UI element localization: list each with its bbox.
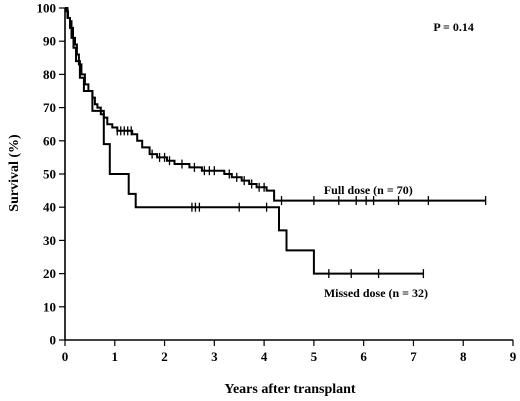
x-tick-label: 6 — [360, 349, 367, 364]
y-tick-label: 60 — [43, 133, 56, 148]
x-tick-label: 7 — [410, 349, 417, 364]
y-tick-label: 0 — [50, 333, 57, 348]
series-line-missed-dose — [65, 7, 424, 275]
x-tick-label: 9 — [510, 349, 517, 364]
x-tick-label: 4 — [261, 349, 268, 364]
missed-dose-label: Missed dose (n = 32) — [324, 286, 428, 300]
y-tick-label: 20 — [43, 266, 56, 281]
x-axis-title: Years after transplant — [224, 382, 356, 397]
y-tick-label: 10 — [43, 299, 56, 314]
y-tick-label: 40 — [43, 200, 56, 215]
full-dose-label: Full dose (n = 70) — [324, 183, 413, 197]
y-axis-title: Survival (%) — [7, 134, 22, 212]
plot-area: 0 10 20 30 40 50 60 70 80 90 100 0 1 2 3 4 5 6 7 8 9 P = 0.14… — [37, 1, 517, 365]
y-tick-label: 30 — [43, 233, 56, 248]
y-tick-label: 100 — [37, 1, 57, 16]
y-tick-label: 70 — [43, 100, 56, 115]
x-tick-label: 1 — [112, 349, 119, 364]
y-tick-label: 80 — [43, 67, 56, 82]
p-value-annotation: P = 0.14 — [433, 20, 474, 34]
x-tick-label: 2 — [161, 349, 168, 364]
y-tick-label: 50 — [43, 167, 56, 182]
x-tick-label: 5 — [311, 349, 318, 364]
y-tick-label: 90 — [43, 34, 56, 49]
x-tick-label: 3 — [211, 349, 218, 364]
series-line-full-dose — [65, 7, 486, 202]
x-tick-label: 0 — [62, 349, 69, 364]
x-tick-label: 8 — [460, 349, 467, 364]
